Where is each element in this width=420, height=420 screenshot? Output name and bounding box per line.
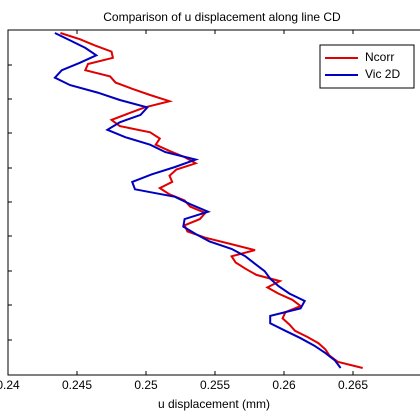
x-tick-label: 0.25 [134,378,158,392]
legend-label: Vic 2D [365,67,400,81]
x-tick-label: 0.24 [0,378,20,392]
plot-lines [53,32,363,369]
x-tick-label: 0.265 [338,378,368,392]
series-line [53,32,342,369]
y-ticks [8,64,12,341]
legend [319,44,415,89]
x-tick-label: 0.26 [272,378,296,392]
x-axis-label: u displacement (mm) [158,397,270,411]
x-tick-label: 0.245 [62,378,92,392]
legend-label: Ncorr [365,50,394,64]
chart-title: Comparison of u displacement along line … [103,10,341,24]
x-tick-label: 0.255 [200,378,230,392]
